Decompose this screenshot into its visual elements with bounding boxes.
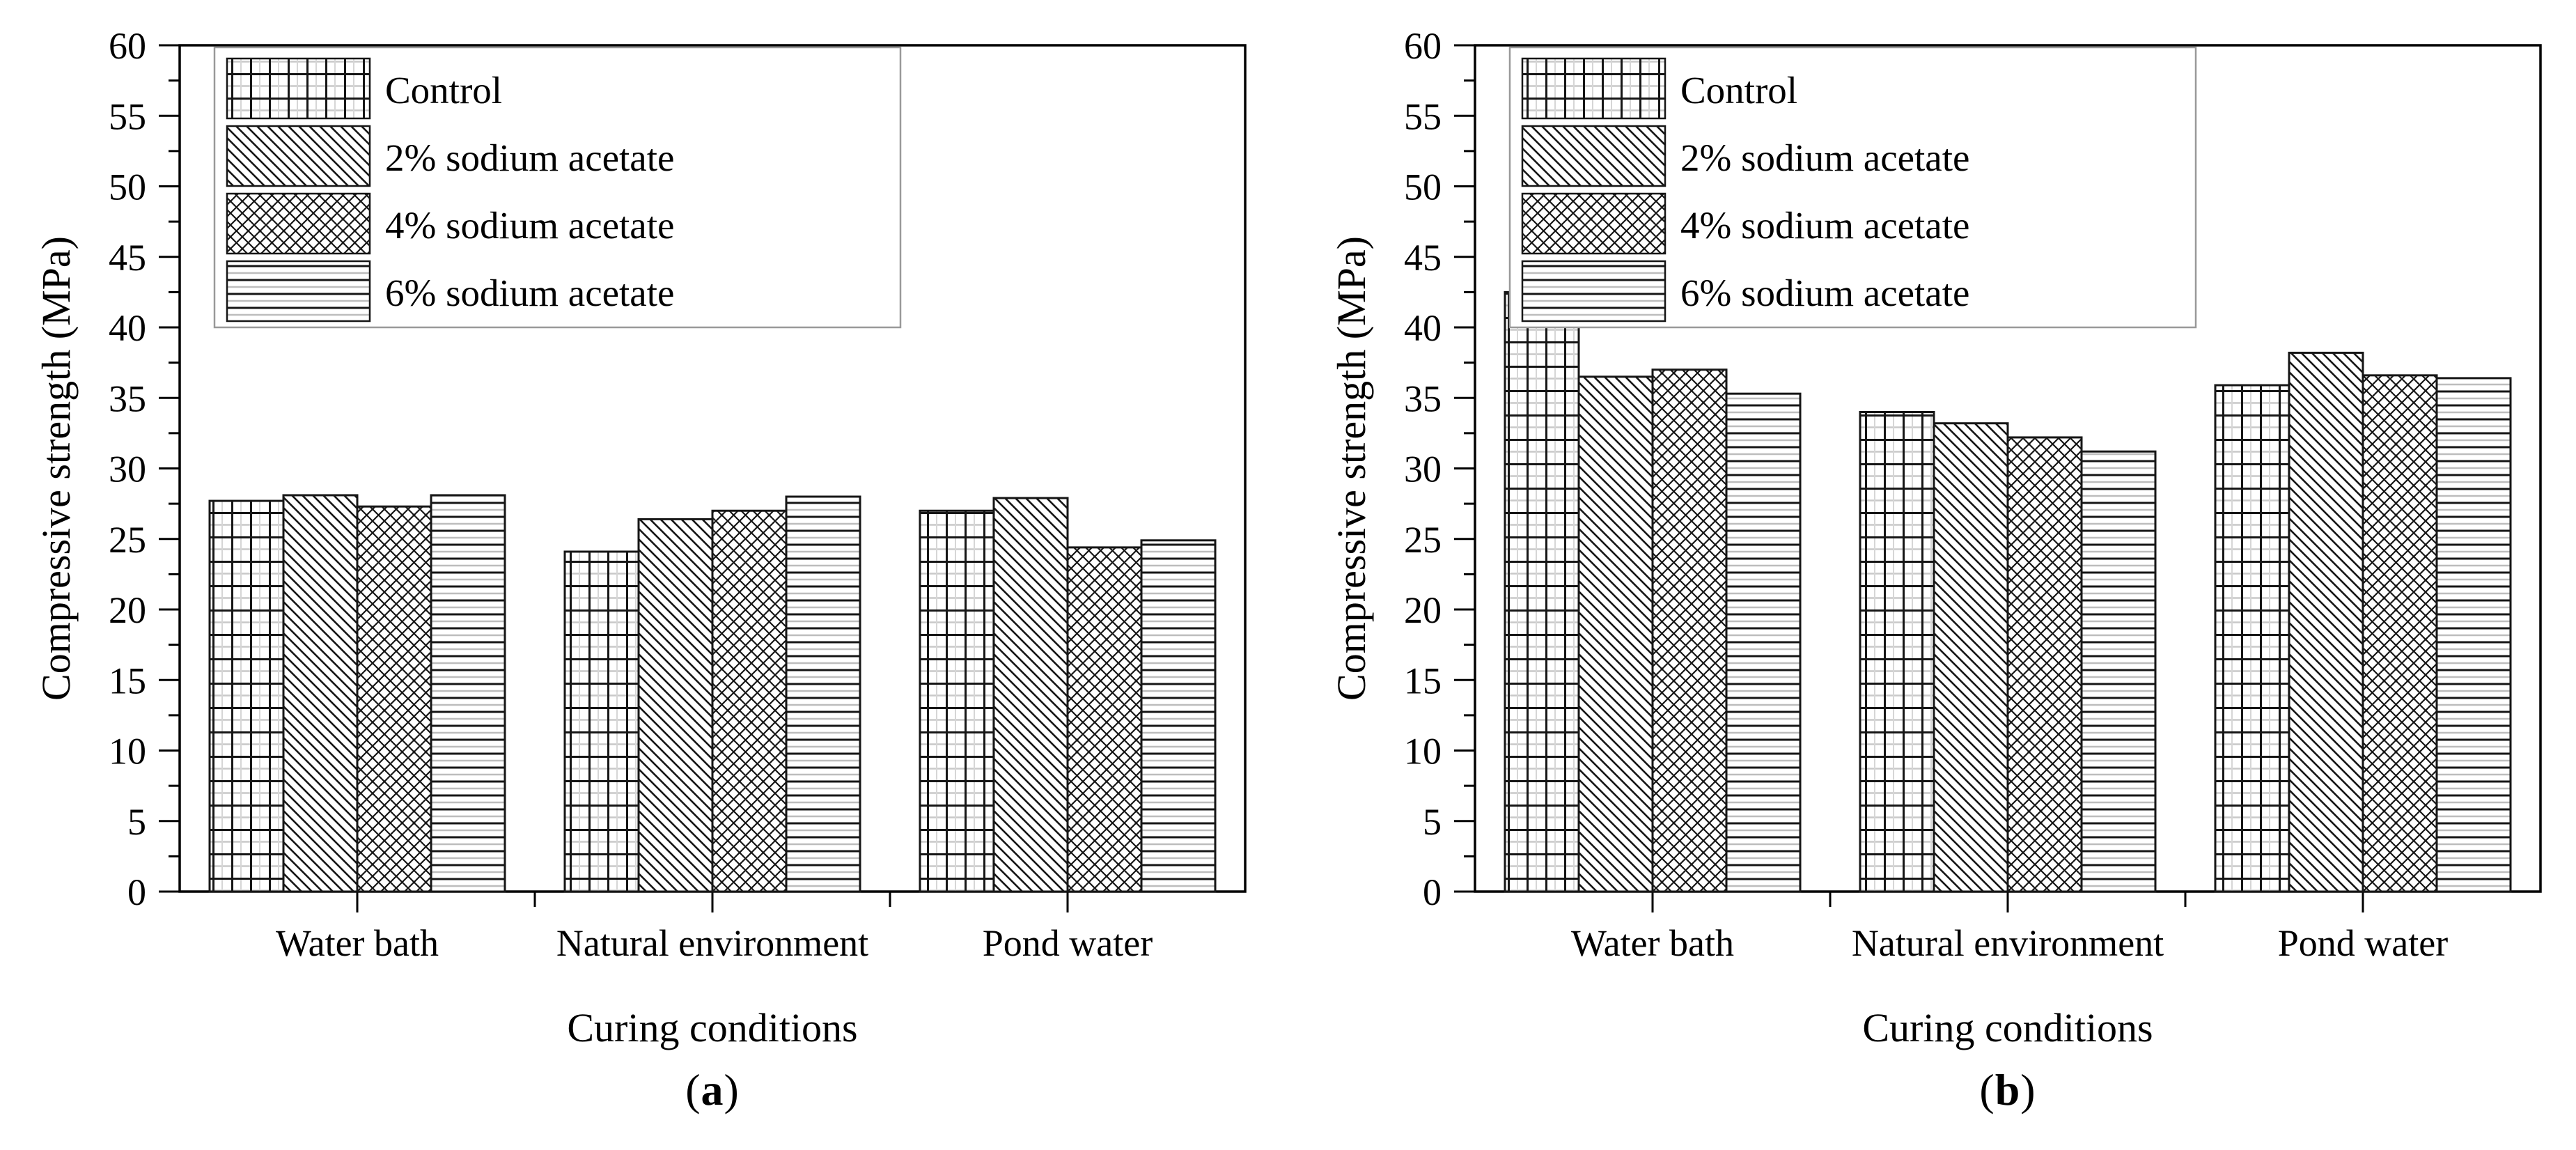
y-tick-label: 60 (109, 25, 146, 67)
y-tick-label: 45 (1404, 237, 1442, 279)
bar (1577, 375, 1654, 893)
legend-swatch-diagonal-left (226, 125, 371, 187)
chart-panel-b: 0 5 10 15 20 25 30 35 40 45 50 55 60 Water bath Natura… (1301, 0, 2575, 1150)
y-tick-label: 60 (1404, 25, 1442, 67)
bar (637, 518, 714, 893)
y-tick-label: 0 (1423, 871, 1442, 913)
bar (785, 495, 861, 893)
legend-swatch-diamond-crosshatch (1521, 192, 1666, 255)
category-label: Pond water (983, 922, 1153, 964)
bar (711, 509, 788, 893)
y-axis: 0 5 10 15 20 25 30 35 40 45 50 55 60 (109, 25, 180, 913)
bar (1504, 290, 1580, 893)
y-tick-label: 10 (1404, 731, 1442, 772)
y-tick-label: 30 (1404, 449, 1442, 490)
legend-label: 2% sodium acetate (1680, 137, 1969, 179)
bar (2080, 450, 2157, 893)
chart-b-caption: (b) (1979, 1064, 2036, 1116)
caption-close-paren: ) (2020, 1065, 2036, 1114)
y-tick-label: 35 (109, 378, 146, 419)
legend-label: 4% sodium acetate (385, 204, 674, 247)
legend-swatch-diagonal-left (1521, 125, 1666, 187)
legend-label: Control (385, 69, 502, 111)
bar (1066, 546, 1143, 893)
y-tick-label: 10 (109, 731, 146, 772)
x-axis-title: Curing conditions (1862, 1005, 2153, 1050)
caption-letter: a (701, 1065, 724, 1114)
category-label: Water bath (1571, 922, 1734, 964)
bar (563, 550, 640, 893)
y-tick-label: 35 (1404, 378, 1442, 419)
legend-label: 2% sodium acetate (385, 137, 674, 179)
bars (208, 494, 1217, 893)
y-tick-label: 40 (1404, 307, 1442, 349)
legend-swatch-grid (226, 57, 371, 120)
legend-swatch-diamond-crosshatch (226, 192, 371, 255)
y-tick-label: 5 (127, 801, 146, 843)
y-tick-label: 25 (1404, 519, 1442, 561)
bar (282, 494, 359, 893)
bar (1859, 411, 1935, 893)
bar (992, 497, 1069, 893)
y-tick-label: 55 (1404, 95, 1442, 137)
y-tick-label: 15 (1404, 660, 1442, 701)
bar (2435, 377, 2512, 893)
legend-label: 6% sodium acetate (385, 272, 674, 314)
bar (2006, 436, 2083, 893)
y-tick-label: 20 (109, 589, 146, 631)
y-tick-label: 0 (127, 871, 146, 913)
caption-open-paren: ( (685, 1065, 701, 1114)
y-tick-label: 50 (1404, 166, 1442, 208)
legend: Control 2% sodium acetate 4% sodium acetat… (1508, 46, 2197, 329)
chart-b-canvas: 0 5 10 15 20 25 30 35 40 45 50 55 60 Water bath Natura… (1329, 25, 2542, 1050)
bar (919, 509, 995, 893)
category-label: Water bath (276, 922, 439, 964)
bars (1504, 290, 2512, 893)
bar (1140, 539, 1217, 893)
category-label: Pond water (2278, 922, 2448, 964)
chart-a-canvas: 0 5 10 15 20 25 30 35 40 45 50 55 60 Water bath Natura… (33, 25, 1247, 1050)
y-axis-title: Compressive strength (MPa) (33, 236, 79, 701)
bar (1651, 368, 1728, 893)
legend: Control 2% sodium acetate 4% sodium acetat… (213, 46, 902, 329)
y-tick-label: 45 (109, 237, 146, 279)
caption-close-paren: ) (724, 1065, 740, 1114)
x-axis: Water bath Natural environment Pond water (1571, 892, 2448, 964)
y-tick-label: 25 (109, 519, 146, 561)
legend-label: 4% sodium acetate (1680, 204, 1969, 247)
y-tick-label: 20 (1404, 589, 1442, 631)
y-tick-label: 15 (109, 660, 146, 701)
legend-label: 6% sodium acetate (1680, 272, 1969, 314)
bar (1933, 422, 2009, 893)
x-axis-title: Curing conditions (567, 1005, 857, 1050)
category-label: Natural environment (556, 922, 868, 964)
bar (1725, 392, 1802, 893)
bar (2288, 351, 2364, 893)
y-tick-label: 30 (109, 449, 146, 490)
x-axis: Water bath Natural environment Pond water (276, 892, 1153, 964)
legend-swatch-grid (1521, 57, 1666, 120)
bar (2214, 384, 2290, 893)
y-tick-label: 5 (1423, 801, 1442, 843)
legend-swatch-horizontal-lines (226, 260, 371, 323)
y-tick-label: 50 (109, 166, 146, 208)
legend-label: Control (1680, 69, 1797, 111)
caption-open-paren: ( (1979, 1065, 1995, 1114)
y-tick-label: 40 (109, 307, 146, 349)
caption-letter: b (1995, 1065, 2021, 1114)
chart-a-caption: (a) (685, 1064, 740, 1116)
bar (430, 494, 506, 893)
y-tick-label: 55 (109, 95, 146, 137)
bar (2362, 374, 2438, 893)
chart-panel-a: 0 5 10 15 20 25 30 35 40 45 50 55 60 Water bath Natura… (6, 0, 1280, 1150)
y-axis: 0 5 10 15 20 25 30 35 40 45 50 55 60 (1404, 25, 1475, 913)
bar (208, 499, 285, 893)
category-label: Natural environment (1852, 922, 2164, 964)
bar (356, 505, 432, 893)
y-axis-title: Compressive strength (MPa) (1329, 236, 1374, 701)
legend-swatch-horizontal-lines (1521, 260, 1666, 323)
